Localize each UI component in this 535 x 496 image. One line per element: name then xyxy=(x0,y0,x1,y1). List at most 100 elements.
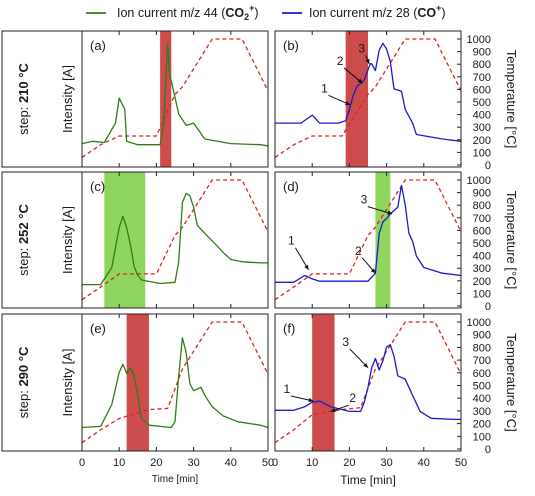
highlight-band xyxy=(104,172,146,308)
temp-tick-label: 800 xyxy=(473,200,491,212)
annotation-label: 2 xyxy=(349,391,356,405)
panel-label: (d) xyxy=(283,179,299,194)
temp-tick-label: 400 xyxy=(473,110,491,122)
temp-tick-label: 900 xyxy=(473,330,491,342)
co2-intensity-line xyxy=(81,337,269,429)
panel-frame xyxy=(274,171,462,309)
temp-tick-label: 100 xyxy=(473,431,491,443)
co-intensity-line xyxy=(275,184,462,283)
temp-tick-label: 200 xyxy=(473,419,491,431)
temp-tick-label: 500 xyxy=(473,97,491,109)
temperature-line xyxy=(81,321,269,444)
annotation-label: 1 xyxy=(284,382,291,396)
row-frame xyxy=(1,313,83,452)
co-intensity-line xyxy=(275,344,461,421)
temp-tick-label: 500 xyxy=(473,381,491,393)
temperature-line xyxy=(81,38,269,158)
temp-tick-label: 600 xyxy=(473,368,491,380)
temperature-line xyxy=(81,179,269,301)
annotation-label: 2 xyxy=(337,54,344,68)
temperature-axis-label: Temperature [°C] xyxy=(504,191,519,289)
annotation-arrowhead xyxy=(330,407,336,412)
legend-label: Ion current m/z 28 (CO+) xyxy=(309,3,446,20)
legend-label: Ion current m/z 44 (CO2+) xyxy=(117,3,259,22)
temp-tick-label: 1000 xyxy=(467,317,491,329)
temp-tick-label: 100 xyxy=(473,288,491,300)
annotation-arrowhead xyxy=(363,362,368,368)
temperature-line xyxy=(274,38,462,158)
temp-tick-label: 600 xyxy=(473,225,491,237)
temp-tick-label: 200 xyxy=(473,276,491,288)
temp-tick-label: 0 xyxy=(485,444,491,456)
annotation-label: 1 xyxy=(321,81,328,95)
intensity-axis-label: Intensity [A] xyxy=(60,206,75,274)
x-tick-label: 50 xyxy=(455,457,467,469)
x-axis-label: Time [min] xyxy=(152,474,199,485)
x-tick-label: 20 xyxy=(150,457,162,469)
co-intensity-line xyxy=(275,42,462,142)
annotation-arrowhead xyxy=(345,101,351,106)
temp-tick-label: 0 xyxy=(485,160,491,172)
panel-label: (b) xyxy=(283,38,299,53)
temp-tick-label: 800 xyxy=(473,59,491,71)
temp-tick-label: 200 xyxy=(473,135,491,147)
temp-tick-label: 300 xyxy=(473,122,491,134)
temp-tick-label: 100 xyxy=(473,147,491,159)
annotation-label: 3 xyxy=(361,193,368,207)
row-label: step: 210 °C xyxy=(16,63,31,135)
x-tick-label: 20 xyxy=(343,457,355,469)
x-tick-label: 40 xyxy=(225,457,237,469)
annotation-arrowhead xyxy=(370,268,376,274)
legend-co2: Ion current m/z 44 (CO2+) xyxy=(86,3,259,22)
x-tick-label: 50 xyxy=(262,457,274,469)
highlight-band xyxy=(312,314,335,451)
temp-tick-label: 700 xyxy=(473,72,491,84)
annotation-arrowhead xyxy=(365,58,370,64)
panel-label: (c) xyxy=(90,179,105,194)
row-label: step: 290 °C xyxy=(16,346,31,418)
highlight-band xyxy=(160,31,172,167)
axis-labels: 0 10 20 30 40 50 Time [min] 0 10 20 30 40 50 Time [mi… xyxy=(79,457,467,487)
temperature-line xyxy=(274,321,462,444)
highlight-band xyxy=(345,31,368,167)
highlight-band xyxy=(375,172,391,308)
panel-frame xyxy=(274,313,462,452)
panel-label: (f) xyxy=(283,321,295,336)
annotation-arrowhead xyxy=(308,397,314,403)
x-tick-label: 30 xyxy=(187,457,199,469)
legend-co: Ion current m/z 28 (CO+) xyxy=(282,3,446,20)
intensity-axis-label: Intensity [A] xyxy=(60,349,75,417)
annotation-label: 2 xyxy=(355,244,362,258)
annotation-arrowhead xyxy=(304,264,309,270)
panel-a: (a) Intensity [A] xyxy=(60,30,269,168)
row-label: step: 252 °C xyxy=(16,204,31,276)
co2-intensity-line xyxy=(82,192,268,286)
x-tick-label: 10 xyxy=(113,457,125,469)
row-frame xyxy=(1,171,83,309)
temp-tick-label: 900 xyxy=(473,188,491,200)
temperature-axis-label: Temperature [°C] xyxy=(504,333,519,431)
row-frame xyxy=(1,30,83,168)
highlight-band xyxy=(126,314,149,451)
temp-tick-label: 700 xyxy=(473,355,491,367)
x-tick-label: 30 xyxy=(380,457,392,469)
temp-tick-label: 0 xyxy=(485,301,491,313)
x-tick-label: 40 xyxy=(418,457,430,469)
temp-tick-label: 500 xyxy=(473,238,491,250)
annotation-label: 1 xyxy=(288,234,295,248)
panel-label: (a) xyxy=(90,38,106,53)
annotation-label: 3 xyxy=(358,41,365,55)
temp-tick-label: 600 xyxy=(473,84,491,96)
temp-tick-label: 900 xyxy=(473,47,491,59)
panel-label: (e) xyxy=(90,321,106,336)
temp-tick-label: 700 xyxy=(473,213,491,225)
panel-frame xyxy=(81,313,269,452)
x-tick-label: 10 xyxy=(306,457,318,469)
x-tick-label: 0 xyxy=(79,457,85,469)
annotation-label: 3 xyxy=(342,335,349,349)
panel-frame xyxy=(274,30,462,168)
annotation-arrowhead xyxy=(387,210,393,215)
